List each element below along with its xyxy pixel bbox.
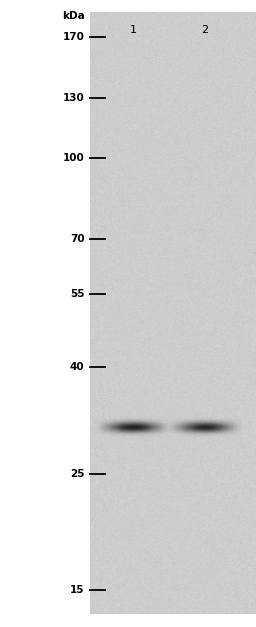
Text: 15: 15 xyxy=(70,586,84,596)
Text: 55: 55 xyxy=(70,289,84,299)
Text: 100: 100 xyxy=(63,152,84,162)
Text: 25: 25 xyxy=(70,469,84,479)
Text: kDa: kDa xyxy=(62,11,84,21)
Bar xyxy=(90,13,256,614)
Text: 1: 1 xyxy=(130,25,137,35)
Text: 70: 70 xyxy=(70,234,84,244)
Text: 2: 2 xyxy=(201,25,208,35)
Text: 130: 130 xyxy=(63,93,84,103)
Text: 40: 40 xyxy=(70,362,84,372)
Text: 170: 170 xyxy=(63,31,84,41)
